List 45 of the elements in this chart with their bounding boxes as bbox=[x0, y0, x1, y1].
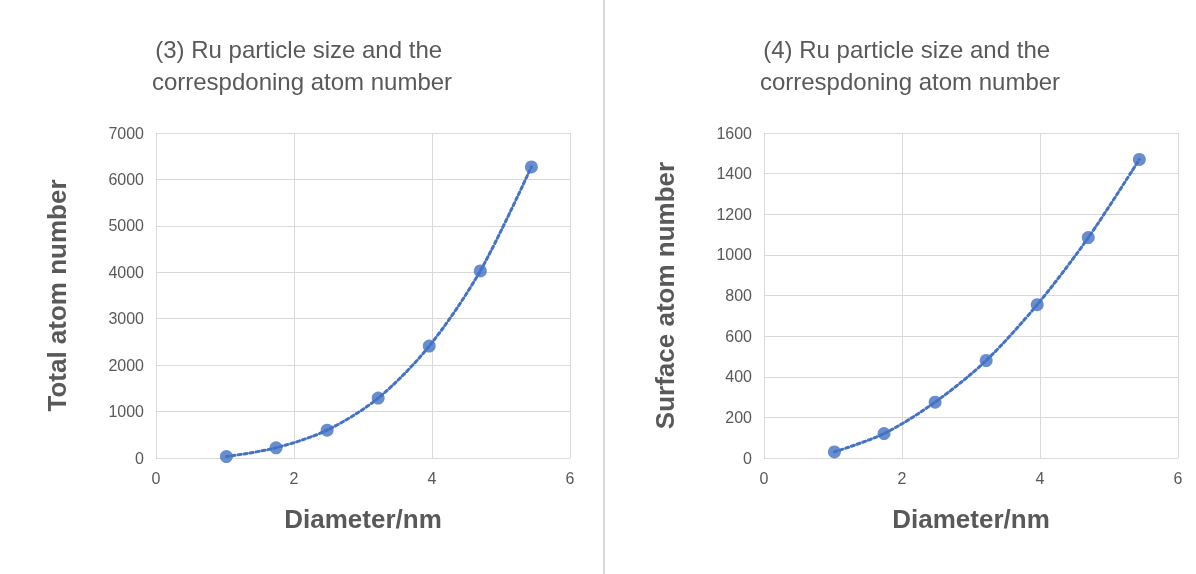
x-tick-label: 6 bbox=[1173, 469, 1183, 487]
y-tick-label: 1200 bbox=[716, 205, 753, 223]
x-tick-label: 2 bbox=[897, 469, 907, 487]
y-axis-title: Total atom number bbox=[42, 179, 72, 412]
y-tick-label: 4000 bbox=[108, 263, 145, 281]
y-tick-label: 400 bbox=[725, 368, 753, 386]
point bbox=[422, 339, 436, 353]
y-tick-label: 5000 bbox=[108, 217, 145, 235]
y-tick-label: 1000 bbox=[716, 246, 753, 264]
x-tick-label: 6 bbox=[565, 469, 575, 487]
point bbox=[320, 423, 334, 437]
y-tick-label: 800 bbox=[725, 287, 753, 304]
point bbox=[1132, 152, 1146, 166]
point bbox=[524, 160, 538, 174]
point bbox=[1030, 298, 1044, 312]
point bbox=[219, 450, 233, 464]
chart-title: (4) Ru particle size and the correspdoning atom number bbox=[759, 35, 1061, 95]
y-tick-label: 1600 bbox=[716, 124, 753, 142]
chart-title: (3) Ru particle size and the correspdoning atom number bbox=[151, 35, 453, 95]
x-tick-label: 4 bbox=[427, 469, 437, 487]
y-tick-label: 2000 bbox=[108, 356, 145, 374]
y-tick-label: 0 bbox=[743, 449, 753, 467]
point bbox=[928, 395, 942, 409]
y-axis-title: Surface atom number bbox=[650, 161, 680, 430]
point bbox=[979, 354, 993, 367]
y-tick-label: 1400 bbox=[716, 165, 753, 183]
x-axis-title: Diameter/nm bbox=[284, 504, 442, 534]
y-tick-label: 6000 bbox=[108, 170, 145, 188]
point bbox=[269, 441, 283, 455]
x-axis-title: Diameter/nm bbox=[892, 504, 1050, 534]
x-tick-label: 0 bbox=[759, 469, 769, 487]
point bbox=[473, 264, 487, 278]
y-tick-label: 7000 bbox=[108, 124, 145, 142]
y-tick-label: 3000 bbox=[108, 310, 145, 328]
point bbox=[827, 445, 841, 459]
y-tick-label: 1000 bbox=[108, 403, 145, 421]
point bbox=[371, 391, 385, 405]
y-tick-label: 600 bbox=[725, 327, 753, 345]
x-tick-label: 0 bbox=[151, 469, 161, 487]
point bbox=[877, 427, 891, 441]
x-tick-label: 4 bbox=[1035, 469, 1045, 487]
point bbox=[1081, 231, 1095, 245]
y-tick-label: 200 bbox=[725, 408, 753, 426]
y-tick-label: 0 bbox=[135, 449, 145, 467]
x-tick-label: 2 bbox=[289, 469, 299, 487]
